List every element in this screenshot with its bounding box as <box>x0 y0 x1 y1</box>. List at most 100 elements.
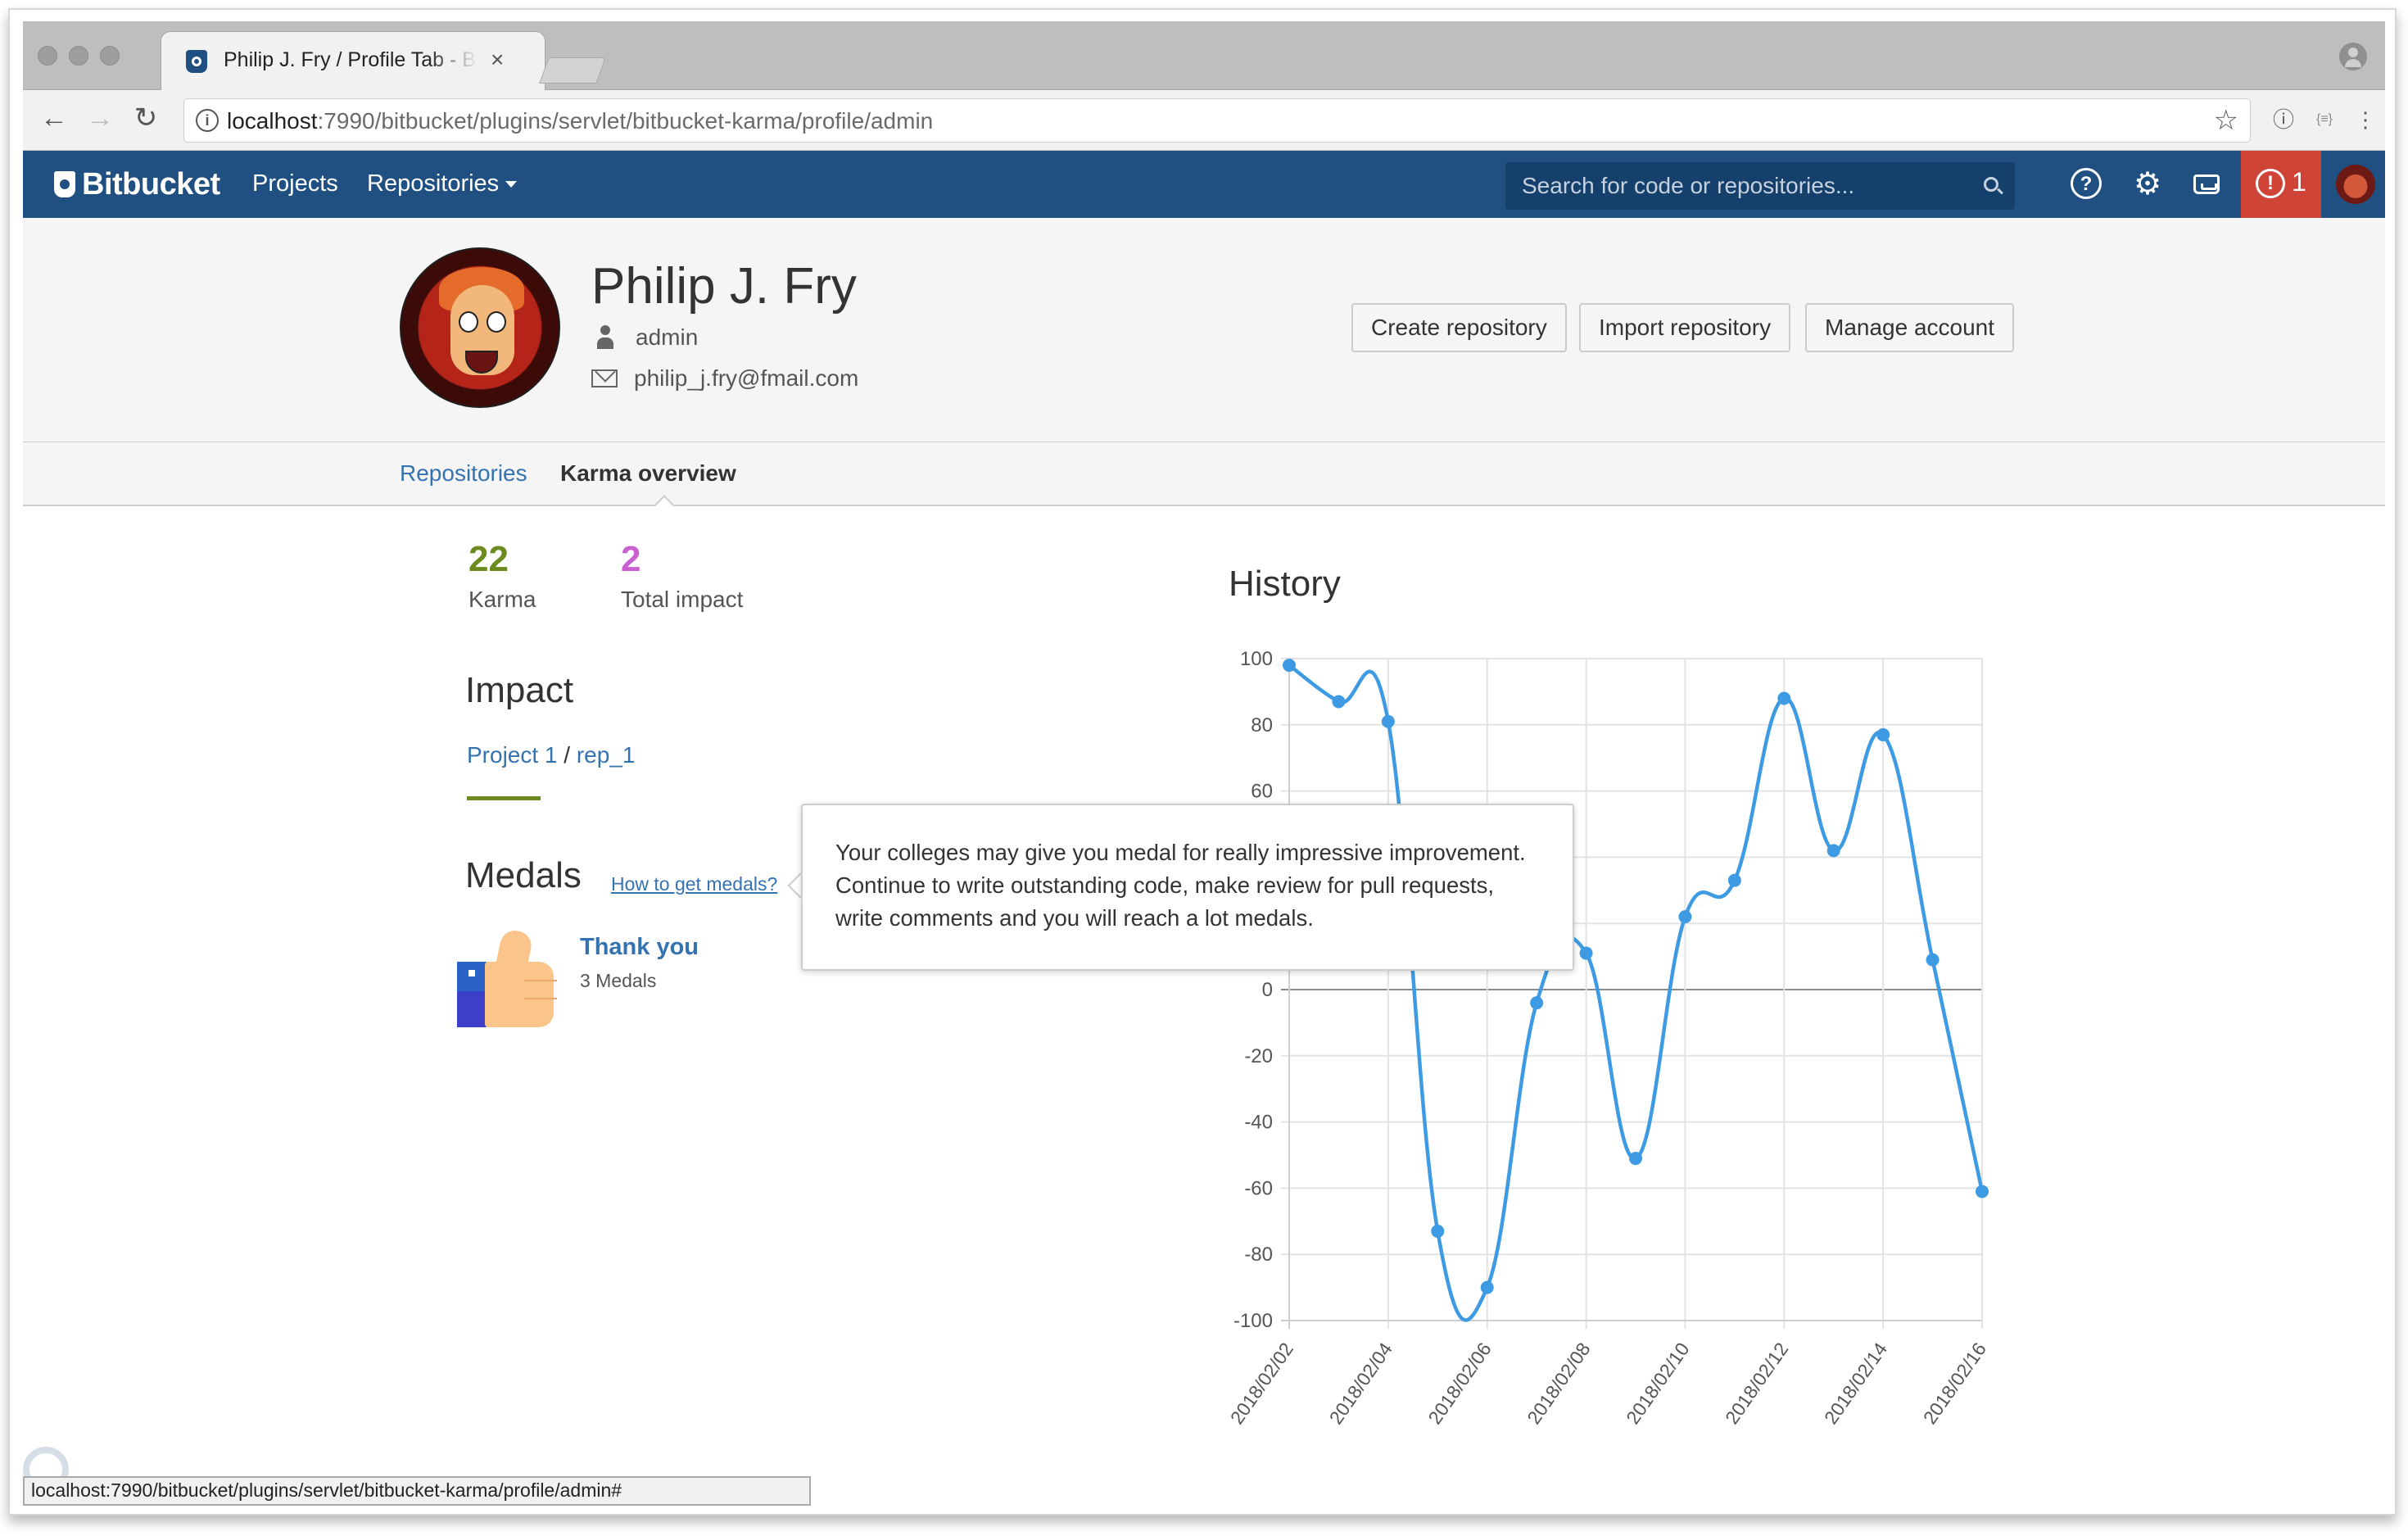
tab-repositories[interactable]: Repositories <box>400 460 527 486</box>
data-point <box>1530 996 1544 1010</box>
browser-toolbar: ← → ↻ i localhost:7990/bitbucket/plugins… <box>23 90 2385 151</box>
nav-repositories-label: Repositories <box>367 170 500 197</box>
impact-path-separator: / <box>564 742 571 768</box>
bitbucket-bucket-icon <box>54 171 75 197</box>
total-impact-value: 2 <box>621 539 641 579</box>
page-curl-icon <box>23 1447 69 1476</box>
alert-icon: ! <box>2256 169 2285 198</box>
data-point <box>1431 1224 1445 1238</box>
address-bar[interactable]: i localhost:7990/bitbucket/plugins/servl… <box>183 98 2251 143</box>
data-point <box>1381 714 1395 728</box>
x-tick-label: 2018/02/08 <box>1523 1339 1594 1428</box>
tab-close-icon[interactable]: × <box>491 47 505 72</box>
how-to-get-medals-link[interactable]: How to get medals? <box>611 873 778 895</box>
x-tick-label: 2018/02/02 <box>1226 1339 1297 1428</box>
profile-email-row: philip_j.fry@fmail.com <box>591 365 858 392</box>
data-point <box>1678 910 1692 924</box>
x-tick-label: 2018/02/10 <box>1622 1339 1693 1428</box>
impact-repo-link[interactable]: rep_1 <box>576 742 636 768</box>
search-icon[interactable] <box>1984 177 1998 192</box>
data-point <box>1579 946 1593 960</box>
history-line-chart: 100806040200-20-40-60-80-1002018/02/0220… <box>1226 648 1990 1428</box>
data-point <box>1332 695 1346 709</box>
create-repository-button[interactable]: Create repository <box>1351 303 1567 352</box>
alerts-button[interactable]: ! 1 <box>2241 151 2321 218</box>
y-tick-label: -100 <box>1233 1310 1273 1332</box>
data-point <box>1876 727 1890 741</box>
browser-menu-icon[interactable]: ⋮ <box>2355 107 2376 132</box>
chevron-down-icon <box>505 181 518 188</box>
thumbs-up-medal-icon <box>457 927 559 1029</box>
reload-icon[interactable]: ↻ <box>134 102 158 134</box>
bookmark-star-icon[interactable]: ☆ <box>2213 105 2238 136</box>
alert-count: 1 <box>2292 167 2306 197</box>
forward-arrow-icon[interactable]: → <box>86 102 114 134</box>
y-tick-label: 100 <box>1240 648 1273 670</box>
profile-header: Philip J. Fry admin philip_j.fry@fmail.c… <box>23 218 2385 442</box>
profile-name: Philip J. Fry <box>591 258 857 315</box>
manage-account-button[interactable]: Manage account <box>1805 303 2015 352</box>
history-title: History <box>1229 564 1341 604</box>
x-tick-label: 2018/02/14 <box>1820 1339 1891 1428</box>
active-tab-pointer <box>654 495 675 516</box>
envelope-icon <box>591 369 618 387</box>
tab-karma-overview[interactable]: Karma overview <box>560 460 736 486</box>
y-tick-label: 60 <box>1251 781 1273 803</box>
gear-icon[interactable]: ⚙ <box>2133 167 2162 202</box>
address-url[interactable]: localhost:7990/bitbucket/plugins/servlet… <box>227 108 934 134</box>
karma-value: 22 <box>468 539 509 579</box>
y-tick-label: -60 <box>1244 1177 1273 1199</box>
data-point <box>1480 1280 1494 1294</box>
data-point <box>1777 691 1791 705</box>
y-tick-label: 0 <box>1262 979 1273 1001</box>
window-close-control[interactable] <box>38 46 57 66</box>
medal-name[interactable]: Thank you <box>580 934 699 960</box>
bitbucket-logo[interactable]: Bitbucket <box>54 165 220 203</box>
json-extension-icon[interactable]: {≡} <box>2315 112 2333 126</box>
impact-title: Impact <box>465 670 574 710</box>
extension-info-icon[interactable]: ⓘ <box>2272 107 2294 132</box>
profile-avatar <box>400 247 560 408</box>
import-repository-button[interactable]: Import repository <box>1579 303 1791 352</box>
impact-project-link[interactable]: Project 1 <box>467 742 558 768</box>
new-tab-button[interactable] <box>539 57 606 84</box>
browser-tab[interactable]: Philip J. Fry / Profile Tab - Bitbucket … <box>161 31 545 90</box>
bitbucket-header: Bitbucket Projects Repositories ? ⚙ ! 1 <box>23 151 2385 218</box>
x-tick-label: 2018/02/16 <box>1919 1339 1990 1428</box>
nav-repositories[interactable]: Repositories <box>367 170 518 197</box>
medals-tooltip: Your colleges may give you medal for rea… <box>801 804 1574 971</box>
back-arrow-icon[interactable]: ← <box>40 102 68 134</box>
x-tick-label: 2018/02/12 <box>1721 1339 1792 1428</box>
total-impact-label: Total impact <box>621 587 744 612</box>
browser-profile-icon[interactable] <box>2339 43 2367 70</box>
header-search[interactable] <box>1505 162 2015 210</box>
nav-projects[interactable]: Projects <box>252 170 338 197</box>
window-zoom-control[interactable] <box>100 46 120 66</box>
person-icon <box>596 325 614 350</box>
browser-tabstrip: Philip J. Fry / Profile Tab - Bitbucket … <box>23 21 2385 90</box>
profile-username-row: admin <box>591 324 698 351</box>
impact-bar <box>467 796 541 800</box>
search-input[interactable] <box>1505 162 2015 210</box>
window-minimize-control[interactable] <box>69 46 88 66</box>
site-info-icon[interactable]: i <box>196 109 219 132</box>
data-point <box>1926 953 1940 967</box>
profile-email: philip_j.fry@fmail.com <box>634 365 859 391</box>
data-point <box>1976 1185 1989 1198</box>
inbox-icon[interactable] <box>2190 168 2223 201</box>
series-line <box>1288 664 1985 1322</box>
status-bar-url: localhost:7990/bitbucket/plugins/servlet… <box>23 1476 811 1506</box>
screenshot-frame: Philip J. Fry / Profile Tab - Bitbucket … <box>8 8 2397 1516</box>
logo-text: Bitbucket <box>82 166 220 202</box>
browser-window: Philip J. Fry / Profile Tab - Bitbucket … <box>23 21 2385 1506</box>
data-point <box>1629 1152 1642 1166</box>
profile-username: admin <box>636 324 699 350</box>
y-tick-label: -80 <box>1244 1244 1273 1266</box>
data-point <box>1283 659 1296 673</box>
user-avatar[interactable] <box>2336 165 2375 204</box>
data-point <box>1727 873 1741 887</box>
medal-count: 3 Medals <box>580 970 657 991</box>
help-icon[interactable]: ? <box>2071 168 2102 199</box>
y-tick-label: -40 <box>1244 1112 1273 1134</box>
x-tick-label: 2018/02/06 <box>1424 1339 1495 1428</box>
